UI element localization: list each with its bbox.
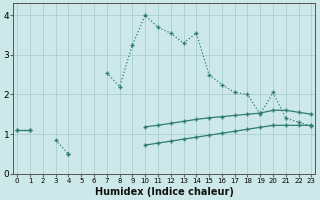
X-axis label: Humidex (Indice chaleur): Humidex (Indice chaleur) [95,187,234,197]
